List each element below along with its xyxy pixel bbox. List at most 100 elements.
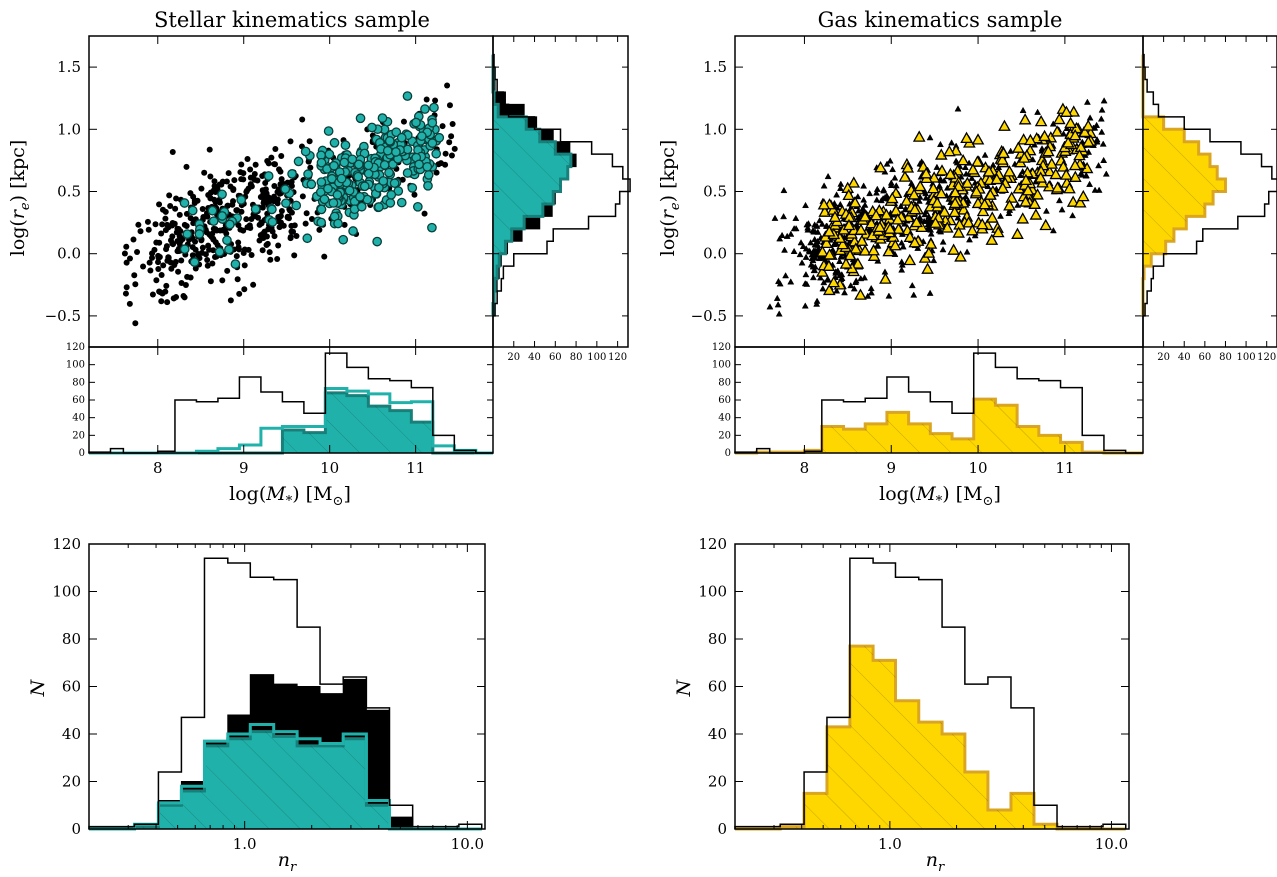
scatter-point [790, 224, 798, 232]
scatter-point [850, 285, 858, 292]
scatter-point [344, 185, 355, 196]
scatter-point [954, 250, 967, 262]
scatter-point [828, 210, 842, 222]
scatter-point [257, 232, 264, 239]
x-tick-label: 120 [1257, 352, 1276, 363]
scatter-point [372, 236, 382, 247]
scatter-point [123, 284, 130, 291]
scatter-point [822, 283, 836, 296]
scatter-point [1076, 189, 1090, 202]
scatter-point [1074, 140, 1088, 153]
scatter-point [936, 140, 944, 148]
scatter-point [857, 274, 865, 282]
scatter-point [359, 181, 370, 192]
y-tick-label: 0 [79, 448, 85, 459]
scatter-point [873, 242, 881, 249]
scatter-point [1024, 133, 1037, 146]
scatter-point [374, 202, 384, 212]
scatter-point [1083, 98, 1091, 105]
scatter-point [948, 205, 961, 218]
scatter-point [1086, 180, 1094, 187]
scatter-point [1099, 140, 1107, 147]
scatter-point [402, 91, 413, 101]
scatter-point [156, 288, 163, 295]
scatter-point [152, 221, 159, 228]
scatter-point [378, 176, 389, 186]
scatter-point [439, 123, 446, 130]
y-tick-label: 20 [62, 773, 81, 791]
stellar-scatter-ylabel: log(re) [kpc] [7, 140, 33, 257]
scatter-point [1029, 208, 1043, 220]
scatter-point [922, 246, 936, 258]
scatter-point [224, 267, 231, 274]
scatter-point [776, 235, 784, 242]
scatter-point [268, 154, 275, 161]
gas-sersic-xlabel: nr [926, 849, 945, 875]
scatter-point [938, 205, 951, 217]
scatter-point [287, 169, 297, 179]
scatter-point [137, 228, 144, 235]
scatter-point [877, 196, 885, 204]
scatter-point [944, 167, 957, 180]
scatter-point [1061, 136, 1075, 148]
scatter-point [159, 221, 166, 228]
scatter-point [446, 139, 453, 146]
scatter-point [1069, 211, 1077, 219]
mass-hist-hatch [89, 392, 493, 453]
scatter-point [1100, 97, 1108, 104]
scatter-point [163, 282, 170, 289]
scatter-point [861, 274, 868, 281]
scatter-point [879, 272, 892, 284]
y-tick-label: 120 [712, 342, 731, 353]
scatter-point [797, 239, 805, 246]
scatter-point [858, 210, 872, 222]
scatter-point [1014, 201, 1022, 208]
x-tick-label: 9 [886, 459, 896, 477]
scatter-point [1042, 207, 1050, 214]
scatter-point [427, 117, 438, 128]
scatter-point [780, 186, 788, 194]
scatter-point [915, 197, 923, 204]
scatter-point [1021, 184, 1035, 196]
scatter-point [997, 146, 1010, 159]
scatter-point [302, 233, 313, 244]
scatter-point [176, 233, 183, 240]
scatter-point [291, 200, 302, 211]
scatter-point [869, 208, 883, 221]
gas-sersic-histogram: 0 20 40 60 80 100 120 1.0 10.0 [698, 535, 1130, 853]
y-tick-label: 80 [72, 377, 85, 388]
scatter-point [971, 155, 984, 167]
scatter-point [822, 225, 836, 237]
scatter-point [823, 248, 836, 260]
y-tick-label: 120 [66, 342, 85, 353]
scatter-point [245, 246, 252, 253]
y-tick-label: 80 [62, 630, 81, 648]
scatter-point [841, 289, 848, 296]
scatter-point [773, 294, 781, 301]
scatter-point [329, 160, 339, 171]
scatter-point [149, 291, 156, 298]
scatter-point [363, 160, 374, 171]
scatter-point [230, 198, 237, 205]
scatter-point [172, 205, 179, 212]
scatter-point [921, 262, 934, 274]
y-tick-label: 0 [725, 448, 731, 459]
scatter-point [1055, 196, 1063, 204]
scatter-point [790, 247, 798, 255]
scatter-point [166, 192, 173, 199]
scatter-point [817, 274, 824, 281]
x-tick-label: 20 [1157, 352, 1170, 363]
scatter-point [1068, 158, 1082, 171]
scatter-point [1069, 170, 1082, 182]
scatter-point [858, 244, 872, 256]
y-tick-label: 60 [72, 395, 85, 406]
scatter-point [271, 161, 278, 168]
scatter-point [422, 161, 433, 172]
scatter-point [898, 266, 906, 273]
scatter-point [824, 276, 832, 283]
scatter-point [156, 201, 163, 208]
scatter-point [898, 239, 906, 246]
y-tick-label: 40 [708, 725, 727, 743]
scatter-point [971, 196, 985, 209]
scatter-point [209, 260, 216, 267]
